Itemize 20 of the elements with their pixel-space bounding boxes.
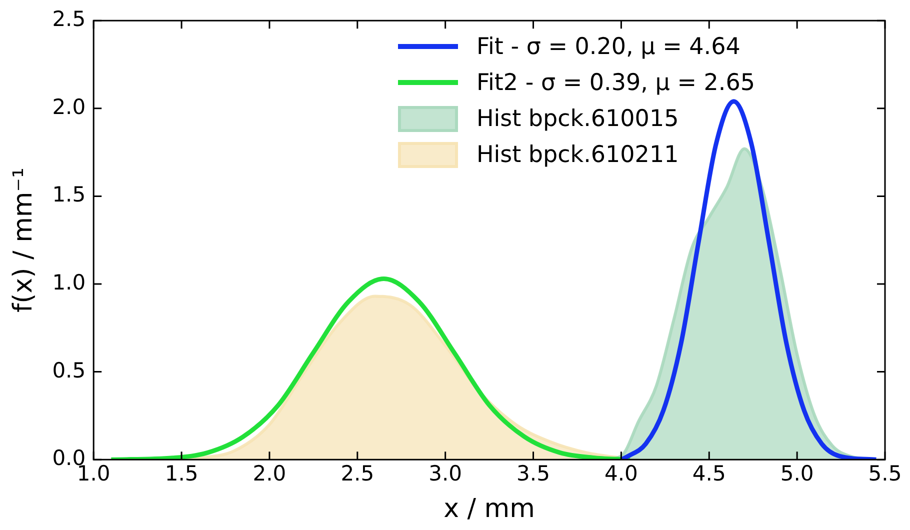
x-axis-title: x / mm <box>444 494 535 524</box>
x-tick-label: 5.5 <box>868 462 902 486</box>
x-tick-label: 5.0 <box>780 462 814 486</box>
legend-label: Fit - σ = 0.20, μ = 4.64 <box>476 32 740 62</box>
x-tick-label: 3.5 <box>516 462 550 486</box>
y-tick-label: 1.5 <box>52 182 86 207</box>
x-tick-label: 3.0 <box>428 462 462 486</box>
y-axis-title: f(x) / mm⁻¹ <box>8 168 38 313</box>
legend-label: Hist bpck.610015 <box>476 104 679 134</box>
x-tick-label: 4.0 <box>604 462 638 486</box>
y-tick-label: 2.0 <box>52 94 86 119</box>
legend-label: Fit2 - σ = 0.39, μ = 2.65 <box>476 68 755 98</box>
x-tick-label: 2.0 <box>252 462 286 486</box>
legend-label: Hist bpck.610211 <box>476 140 679 170</box>
x-tick-label: 2.5 <box>340 462 374 486</box>
y-tick-label: 1.0 <box>52 270 86 294</box>
x-tick-label: 4.5 <box>692 462 726 486</box>
y-tick-label: 2.5 <box>52 7 86 32</box>
x-tick-label: 1.5 <box>164 462 198 486</box>
y-tick-label: 0.5 <box>52 358 86 382</box>
